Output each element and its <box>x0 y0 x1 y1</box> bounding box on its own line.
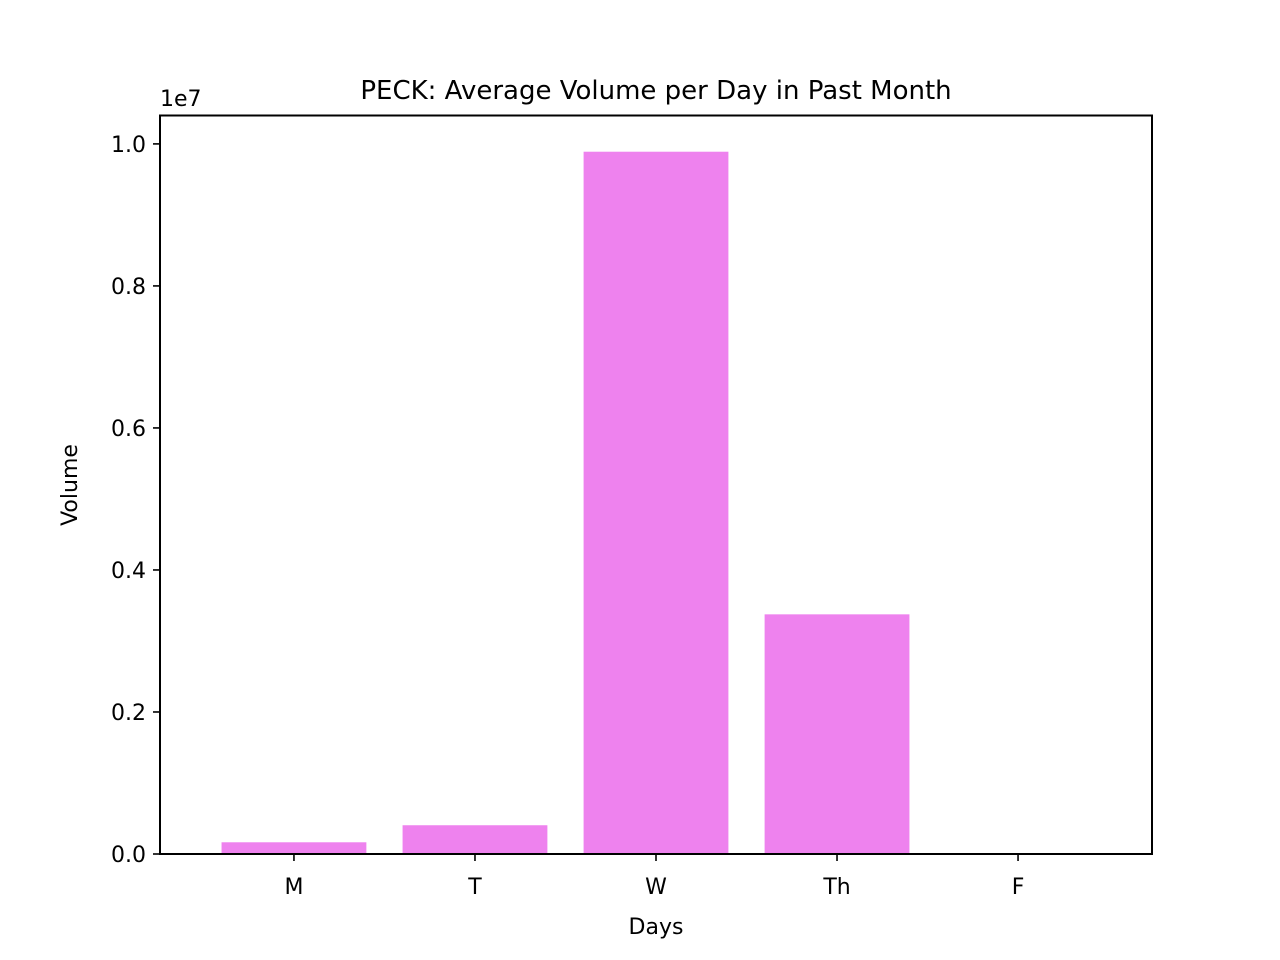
y-tick-label: 0.4 <box>111 559 146 584</box>
bar-t <box>402 825 548 854</box>
x-axis-ticks: M T W Th F <box>284 854 1024 900</box>
x-axis-label: Days <box>629 915 684 940</box>
y-tick-label: 0.8 <box>111 275 146 300</box>
y-axis-offset-label: 1e7 <box>160 87 202 112</box>
bars-group <box>221 151 910 854</box>
chart-title: PECK: Average Volume per Day in Past Mon… <box>360 76 951 106</box>
x-tick-label: F <box>1012 875 1025 900</box>
x-tick-label: W <box>645 875 667 900</box>
y-tick-label: 1.0 <box>111 133 146 158</box>
y-axis-ticks: 0.0 0.2 0.4 0.6 0.8 1.0 <box>111 133 160 868</box>
bar-w <box>583 151 729 854</box>
x-tick-label: M <box>284 875 303 900</box>
plot-area-frame <box>159 114 1153 855</box>
y-axis-label: Volume <box>58 444 83 526</box>
y-tick-label: 0.0 <box>111 843 146 868</box>
x-tick-label: T <box>467 875 482 900</box>
bar-th <box>764 614 910 854</box>
x-tick-label: Th <box>822 875 850 900</box>
y-tick-label: 0.6 <box>111 417 146 442</box>
bar-m <box>221 842 367 854</box>
y-tick-label: 0.2 <box>111 701 146 726</box>
